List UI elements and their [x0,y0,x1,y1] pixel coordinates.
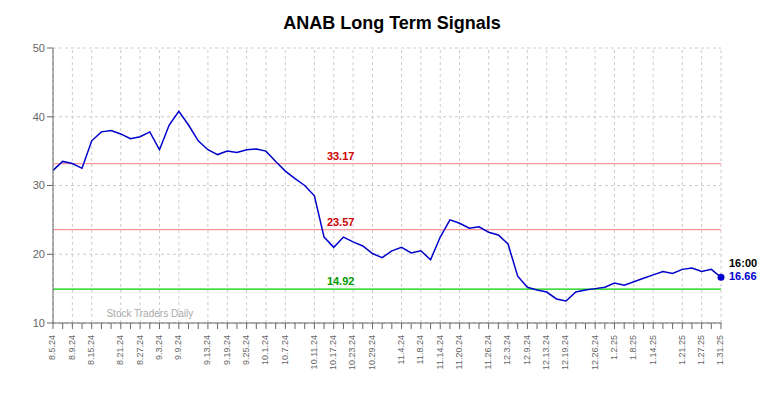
svg-text:12.3.24: 12.3.24 [502,335,512,365]
svg-text:1.21.25: 1.21.25 [677,335,687,365]
svg-text:40: 40 [33,111,45,123]
svg-text:9.9.24: 9.9.24 [173,335,183,360]
svg-text:30: 30 [33,179,45,191]
svg-text:8.5.24: 8.5.24 [47,335,57,360]
svg-text:10.1.24: 10.1.24 [260,335,270,365]
svg-text:12.9.24: 12.9.24 [522,335,532,365]
svg-text:12.19.24: 12.19.24 [560,335,570,370]
svg-text:10.17.24: 10.17.24 [328,335,338,370]
svg-text:20: 20 [33,248,45,260]
svg-text:10: 10 [33,317,45,329]
svg-text:1.2.25: 1.2.25 [609,335,619,360]
html-text:ANAB Long Term Signals: ANAB Long Term Signals [283,13,501,33]
svg-text:10.7.24: 10.7.24 [280,335,290,365]
svg-text:11.26.24: 11.26.24 [483,335,493,369]
svg-text:50: 50 [33,42,45,54]
svg-text:11.14.24: 11.14.24 [435,335,445,369]
svg-text:9.13.24: 9.13.24 [202,335,212,365]
svg-text:11.20.24: 11.20.24 [454,335,464,369]
svg-text:33.17: 33.17 [327,150,355,162]
svg-text:1.31.25: 1.31.25 [715,335,725,365]
svg-text:12.13.24: 12.13.24 [541,335,551,370]
svg-text:10.23.24: 10.23.24 [347,335,357,370]
svg-text:23.57: 23.57 [327,216,355,228]
svg-text:1.8.25: 1.8.25 [628,335,638,360]
svg-text:11.8.24: 11.8.24 [415,335,425,364]
svg-text:1.14.25: 1.14.25 [648,335,658,365]
svg-text:9.3.24: 9.3.24 [154,335,164,360]
svg-text:10.29.24: 10.29.24 [367,335,377,370]
svg-text:10.11.24: 10.11.24 [309,335,319,369]
svg-text:9.19.24: 9.19.24 [222,335,232,365]
svg-text:8.27.24: 8.27.24 [135,335,145,365]
svg-text:Stock Traders Daily: Stock Traders Daily [106,308,193,319]
svg-text:1.27.25: 1.27.25 [696,335,706,365]
svg-text:16:00: 16:00 [729,257,757,269]
svg-text:12.26.24: 12.26.24 [590,335,600,370]
svg-text:8.21.24: 8.21.24 [115,335,125,365]
svg-text:8.9.24: 8.9.24 [67,335,77,360]
svg-text:14.92: 14.92 [327,275,355,287]
svg-text:11.4.24: 11.4.24 [396,335,406,364]
svg-text:16.66: 16.66 [729,270,757,282]
svg-text:8.15.24: 8.15.24 [86,335,96,365]
svg-text:9.25.24: 9.25.24 [241,335,251,365]
